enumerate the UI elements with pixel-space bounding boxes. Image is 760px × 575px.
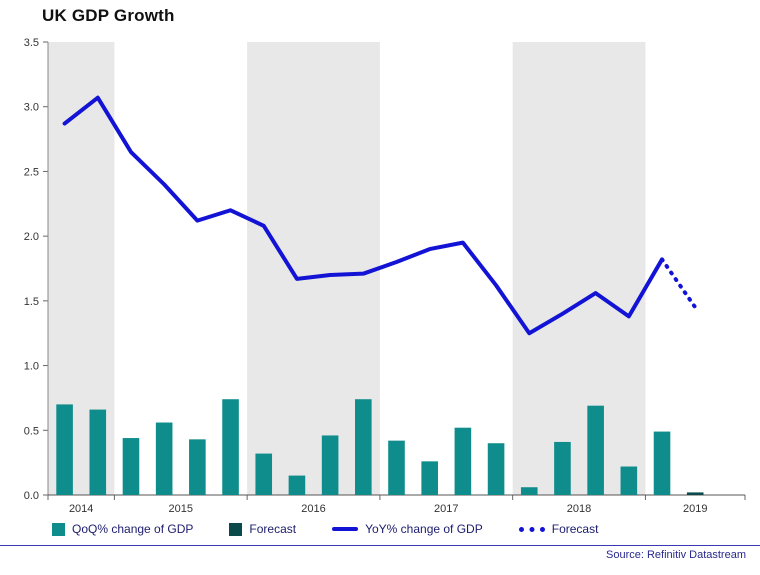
bar: [321, 435, 339, 495]
bar: [487, 443, 505, 495]
bar: [189, 439, 206, 495]
bar: [56, 404, 73, 495]
bar: [686, 492, 704, 495]
forecast-bars: [686, 492, 704, 495]
bar: [89, 409, 107, 495]
yoy-forecast-line: [660, 257, 698, 310]
x-axis-year-label: 2019: [683, 503, 707, 515]
bar: [355, 399, 372, 495]
bar: [155, 422, 173, 495]
y-axis-tick-label: 0.5: [24, 425, 39, 437]
bar: [255, 453, 273, 495]
y-axis-tick-label: 1.5: [24, 296, 39, 308]
y-axis-tick-label: 2.5: [24, 166, 39, 178]
year-bands: [48, 42, 646, 495]
bar: [288, 475, 306, 495]
x-axis-year-label: 2018: [567, 503, 591, 515]
chart-title: UK GDP Growth: [42, 6, 175, 25]
y-axis-tick-label: 3.5: [24, 37, 39, 49]
bar: [122, 438, 140, 495]
y-axis-tick-label: 3.0: [24, 102, 39, 114]
legend-line-icon: [332, 527, 359, 531]
year-band-shaded: [512, 42, 646, 495]
x-axis-year-label: 2015: [169, 503, 193, 515]
bar: [587, 405, 604, 495]
bar: [421, 461, 438, 495]
bar: [454, 427, 472, 495]
legend-dots-icon: [518, 526, 545, 532]
bar: [620, 466, 638, 495]
chart-legend: QoQ% change of GDP Forecast YoY% change of…: [52, 522, 598, 536]
y-axis-tick-label: 2.0: [24, 231, 39, 243]
source-attribution: Source: Refinitiv Datastream: [606, 549, 746, 561]
x-axis-year-label: 2016: [301, 503, 325, 515]
bar: [653, 431, 671, 495]
qoq-bars: [56, 399, 671, 495]
gdp-chart: 2014 2015 2016 2017 2018 2019 0.0 0.5 1.0 1.5 2.0 2…: [24, 37, 746, 515]
legend-label: Forecast: [249, 522, 297, 536]
yoy-line: [62, 95, 665, 336]
x-axis-year-label: 2014: [69, 503, 93, 515]
legend-item-1: Forecast: [229, 522, 296, 536]
bar: [388, 440, 405, 495]
y-axis-tick-label: 0.0: [24, 490, 39, 502]
bar: [520, 487, 538, 495]
legend-label: Forecast: [551, 522, 599, 536]
bar: [554, 441, 571, 495]
legend-item-3: Forecast: [518, 522, 599, 536]
y-axis-tick-label: 1.0: [24, 361, 39, 373]
legend-label: QoQ% change of GDP: [72, 522, 194, 536]
legend-label: YoY% change of GDP: [365, 522, 483, 536]
legend-swatch-icon: [229, 522, 243, 536]
source-divider: Source: Refinitiv Datastream: [0, 545, 760, 561]
legend-item-0: QoQ% change of GDP: [52, 522, 193, 536]
legend-item-2: YoY% change of GDP: [332, 522, 483, 536]
x-axis-year-label: 2017: [434, 503, 458, 515]
bar: [222, 399, 239, 495]
legend-swatch-icon: [52, 522, 65, 536]
